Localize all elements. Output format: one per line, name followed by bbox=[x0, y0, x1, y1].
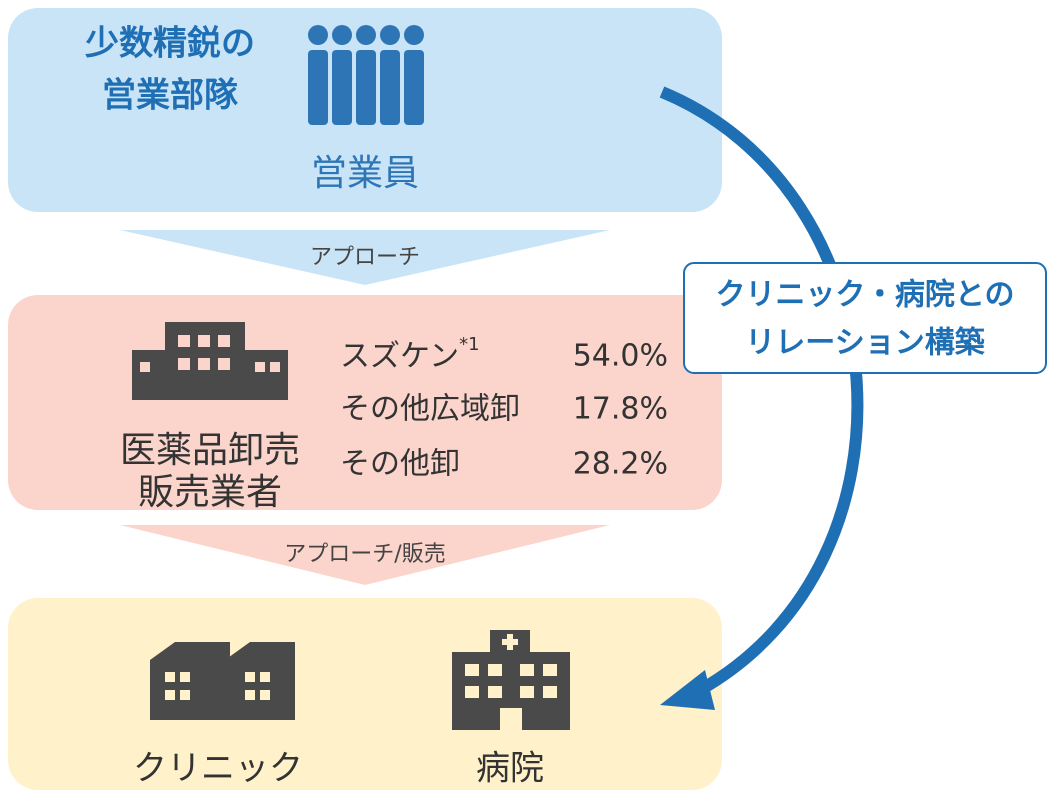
wholesaler-share: 17.8% bbox=[573, 392, 668, 427]
building-icon bbox=[132, 322, 288, 400]
wholesaler-name: スズケン*1 bbox=[340, 334, 480, 374]
wholesaler-label: 医薬品卸売 bbox=[120, 430, 300, 471]
hospital-icon bbox=[452, 630, 570, 730]
sales-title: 少数精鋭の bbox=[85, 24, 255, 64]
flow-label: アプローチ/販売 bbox=[284, 542, 445, 567]
people-icon bbox=[308, 25, 424, 125]
wholesaler-share: 54.0% bbox=[573, 339, 668, 374]
wholesaler-name: スズケン bbox=[340, 339, 459, 374]
customer-box bbox=[8, 598, 722, 790]
flow-label: アプローチ bbox=[310, 245, 420, 270]
sales-label: 営業員 bbox=[311, 153, 419, 194]
flow-arrow bbox=[120, 525, 610, 585]
sales-title: 営業部隊 bbox=[102, 76, 238, 116]
clinic-icon bbox=[150, 642, 295, 720]
flow-arrow bbox=[120, 230, 610, 285]
customer-label: 病院 bbox=[476, 749, 544, 789]
relation-text: クリニック・病院との bbox=[715, 278, 1014, 313]
arrow-head bbox=[660, 670, 715, 710]
wholesaler-name: その他卸 bbox=[340, 447, 460, 482]
relation-arrow bbox=[659, 86, 864, 696]
customer-label: クリニック bbox=[133, 749, 303, 789]
wholesaler-name: その他広域卸 bbox=[340, 392, 520, 427]
relation-text: リレーション構築 bbox=[745, 326, 985, 361]
wholesaler-label: 販売業者 bbox=[138, 472, 282, 513]
relation-box bbox=[683, 262, 1047, 374]
footnote-mark: *1 bbox=[459, 334, 479, 355]
wholesaler-share: 28.2% bbox=[573, 447, 668, 482]
